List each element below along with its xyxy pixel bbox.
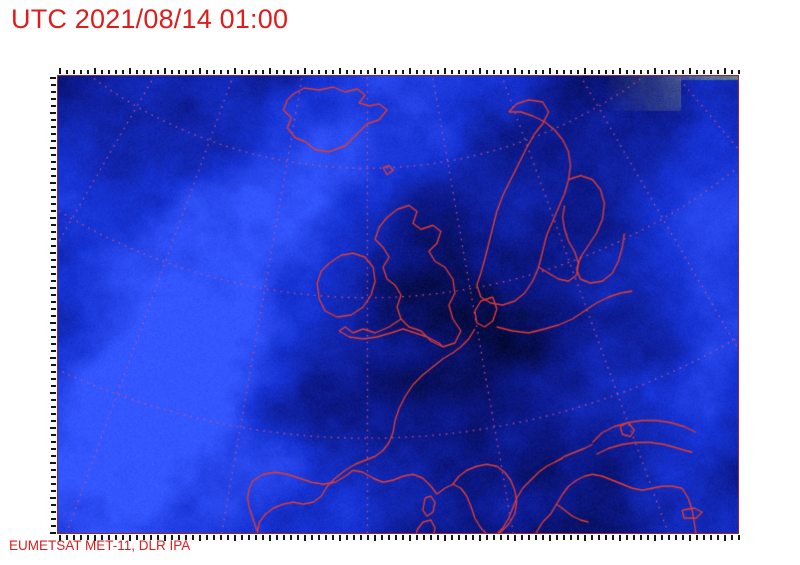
source-credit: EUMETSAT MET-11, DLR IPA: [9, 538, 191, 553]
satellite-map[interactable]: [57, 75, 739, 534]
page-title: UTC 2021/08/14 01:00: [11, 4, 289, 34]
axis-ticks-left: [50, 75, 56, 534]
axis-ticks-top: [57, 68, 740, 74]
axis-ticks-bottom: [57, 535, 740, 541]
satellite-image-canvas: [58, 76, 738, 533]
